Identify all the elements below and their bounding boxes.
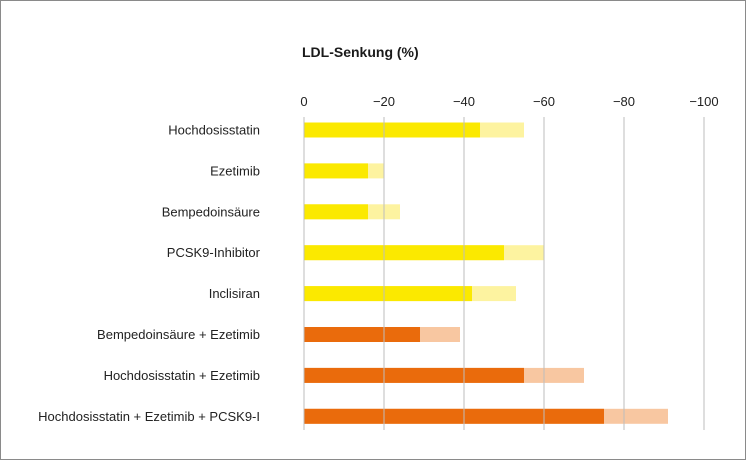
bar-lower-range: [304, 367, 524, 383]
category-label: Bempedoinsäure: [162, 204, 260, 219]
grid: [303, 117, 705, 430]
category-label: Bempedoinsäure + Ezetimib: [97, 327, 260, 342]
category-label: Hochdosisstatin: [168, 123, 260, 138]
x-tick-label: −100: [689, 94, 718, 109]
bars: [304, 122, 668, 424]
category-labels: Hochdosisstatin Ezetimib Bempedoinsäure PCS…: [38, 123, 260, 424]
category-label: Hochdosisstatin + Ezetimib + PCSK9-I: [38, 409, 260, 424]
x-tick-label: −20: [373, 94, 395, 109]
x-tick-label: 0: [300, 94, 307, 109]
x-axis-ticks: 0 −20 −40 −60 −80 −100: [300, 94, 718, 109]
x-tick-label: −80: [613, 94, 635, 109]
category-label: Ezetimib: [210, 163, 260, 178]
x-tick-label: −60: [533, 94, 555, 109]
bar-lower-range: [304, 327, 420, 342]
category-label: PCSK9-Inhibitor: [167, 245, 261, 260]
bar-lower-range: [304, 286, 472, 302]
category-label: Inclisiran: [209, 286, 260, 301]
bar-lower-range: [304, 163, 368, 179]
bar-lower-range: [304, 245, 504, 261]
bar-lower-range: [304, 408, 604, 424]
bar-lower-range: [304, 122, 480, 138]
bar-lower-range: [304, 204, 368, 220]
chart-title: LDL-Senkung (%): [302, 44, 419, 60]
category-label: Hochdosisstatin + Ezetimib: [104, 368, 260, 383]
x-tick-label: −40: [453, 94, 475, 109]
